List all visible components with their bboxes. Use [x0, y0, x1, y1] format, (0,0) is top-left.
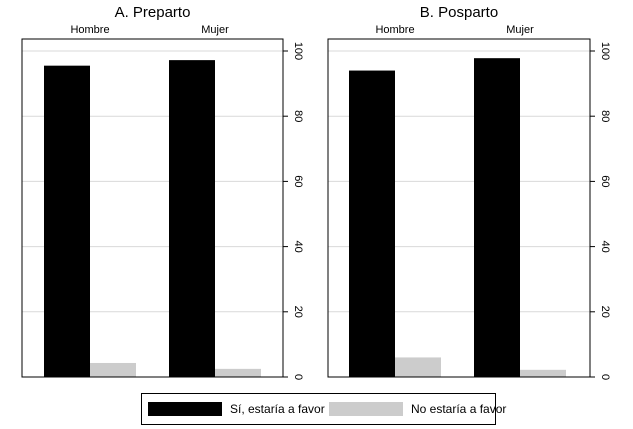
plot-frame — [327, 38, 591, 378]
y-tick-label-20: 20 — [599, 306, 611, 318]
bar-si-hombre — [44, 65, 90, 378]
bar-si-mujer — [169, 60, 215, 378]
legend: Sí, estaría a favor No estaría a favor — [141, 393, 506, 425]
bar-si-hombre — [349, 70, 395, 377]
bar-si-mujer — [474, 58, 520, 378]
legend-swatch-si — [148, 402, 222, 416]
category-label-hombre: Hombre — [375, 24, 414, 36]
legend-label-no: No estaría a favor — [411, 402, 507, 416]
bar-no-mujer — [215, 368, 261, 377]
y-tick-label-100: 100 — [292, 42, 304, 60]
y-tick-label-80: 80 — [292, 110, 304, 122]
y-tick-label-40: 40 — [599, 240, 611, 252]
y-tick-label-100: 100 — [599, 42, 611, 60]
y-tick-label-20: 20 — [292, 306, 304, 318]
y-tick-label-60: 60 — [292, 175, 304, 187]
legend-label-si: Sí, estaría a favor — [230, 402, 325, 416]
legend-item-no: No estaría a favor — [329, 402, 506, 416]
bar-no-hombre — [90, 362, 136, 377]
y-tick-label-0: 0 — [292, 374, 304, 380]
category-label-hombre: Hombre — [70, 24, 109, 36]
y-tick-label-40: 40 — [292, 240, 304, 252]
y-tick-label-80: 80 — [599, 110, 611, 122]
bar-no-hombre — [395, 357, 441, 377]
plot-frame — [21, 38, 284, 378]
y-tick-label-60: 60 — [599, 175, 611, 187]
category-label-mujer: Mujer — [506, 24, 534, 36]
bar-no-mujer — [520, 369, 566, 377]
category-label-mujer: Mujer — [201, 24, 229, 36]
legend-item-si: Sí, estaría a favor — [148, 402, 325, 416]
panel-title: A. Preparto — [115, 4, 191, 21]
legend-swatch-no — [329, 402, 403, 416]
panel-title: B. Posparto — [420, 4, 498, 21]
y-tick-label-0: 0 — [599, 374, 611, 380]
